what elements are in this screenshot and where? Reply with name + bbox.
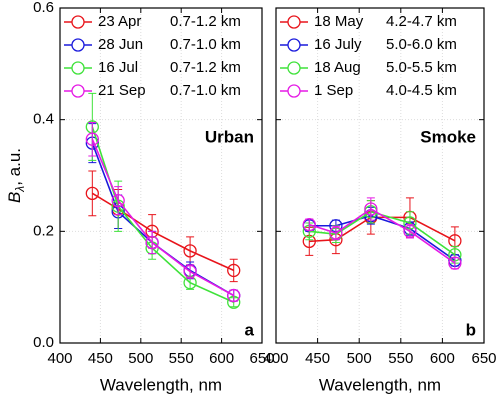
x-tick-label: 600 bbox=[209, 350, 234, 367]
series-line bbox=[91, 138, 235, 297]
marker bbox=[403, 224, 417, 238]
error-bar bbox=[148, 230, 157, 255]
error-bar bbox=[186, 264, 195, 279]
error-bar bbox=[229, 258, 238, 283]
legend-label: 16 July bbox=[314, 36, 362, 53]
y-axis-label-main: B bbox=[5, 192, 24, 203]
error-bar bbox=[88, 121, 97, 157]
legend-range: 5.0-6.0 km bbox=[386, 36, 457, 53]
marker bbox=[85, 132, 99, 146]
y-axis-label: Bλ, a.u. bbox=[5, 148, 27, 203]
x-tick-label: 650 bbox=[471, 350, 496, 367]
annotation: Urban bbox=[205, 127, 254, 146]
legend-label: 23 Apr bbox=[98, 13, 141, 30]
error-bar bbox=[88, 170, 97, 217]
legend-range: 4.2-4.7 km bbox=[386, 13, 457, 30]
legend-label: 21 Sep bbox=[98, 82, 146, 99]
legend-marker bbox=[287, 38, 301, 52]
legend-label: 18 Aug bbox=[314, 59, 361, 76]
x-tick-label: 450 bbox=[305, 350, 330, 367]
x-tick-label: 550 bbox=[169, 350, 194, 367]
annotation: Smoke bbox=[420, 127, 476, 146]
error-bar bbox=[229, 289, 238, 302]
y-axis-label-sub: λ bbox=[13, 186, 27, 193]
marker bbox=[183, 244, 197, 258]
marker bbox=[227, 288, 241, 303]
error-bar bbox=[114, 186, 123, 216]
legend-marker bbox=[71, 84, 85, 98]
error-bar bbox=[366, 197, 375, 221]
x-tick-label: 400 bbox=[263, 350, 288, 367]
error-bar bbox=[186, 236, 195, 266]
legend-label: 28 Jun bbox=[98, 36, 143, 53]
error-bar bbox=[331, 225, 340, 241]
marker bbox=[302, 217, 316, 232]
x-tick-label: 500 bbox=[128, 350, 153, 367]
y-tick-label: 0.0 bbox=[33, 334, 54, 351]
error-bar bbox=[405, 224, 414, 239]
x-tick-label: 550 bbox=[388, 350, 413, 367]
y-axis-label-rest: , a.u. bbox=[5, 148, 24, 186]
legend-marker bbox=[287, 61, 301, 75]
plot-frame bbox=[59, 7, 263, 344]
x-tick-label: 400 bbox=[47, 350, 72, 367]
legend-range: 0.7-1.2 km bbox=[170, 59, 241, 76]
x-tick-label: 450 bbox=[88, 350, 113, 367]
legend-label: 16 Jul bbox=[98, 59, 138, 76]
y-tick-label: 0.6 bbox=[33, 0, 54, 16]
legend-marker bbox=[287, 15, 301, 29]
marker bbox=[145, 235, 159, 250]
panel-label: a bbox=[245, 320, 255, 339]
plot-frame bbox=[275, 7, 485, 344]
legend-marker bbox=[71, 15, 85, 29]
legend-range: 0.7-1.2 km bbox=[170, 13, 241, 30]
panel-label: b bbox=[466, 320, 476, 339]
y-tick-label: 0.4 bbox=[33, 111, 54, 128]
legend-marker bbox=[71, 38, 85, 52]
marker bbox=[448, 256, 462, 270]
legend-marker bbox=[287, 84, 301, 98]
legend-label: 18 May bbox=[314, 13, 364, 30]
x-tick-label: 600 bbox=[430, 350, 455, 367]
legend-range: 4.0-4.5 km bbox=[386, 82, 457, 99]
marker bbox=[85, 186, 99, 201]
marker bbox=[111, 193, 125, 208]
x-tick-label: 500 bbox=[347, 350, 372, 367]
x-axis-label: Wavelength, nm bbox=[319, 375, 441, 394]
x-tick-label: 650 bbox=[249, 350, 274, 367]
legend-marker bbox=[71, 61, 85, 75]
marker bbox=[329, 226, 343, 240]
legend-label: 1 Sep bbox=[314, 82, 353, 99]
legend-range: 5.0-5.5 km bbox=[386, 59, 457, 76]
marker bbox=[364, 202, 378, 216]
marker bbox=[183, 264, 197, 279]
x-axis-label: Wavelength, nm bbox=[100, 375, 222, 394]
legend-range: 0.7-1.0 km bbox=[170, 82, 241, 99]
marker bbox=[227, 263, 241, 278]
legend-range: 0.7-1.0 km bbox=[170, 36, 241, 53]
y-tick-label: 0.2 bbox=[33, 222, 54, 239]
series-line bbox=[91, 142, 235, 297]
